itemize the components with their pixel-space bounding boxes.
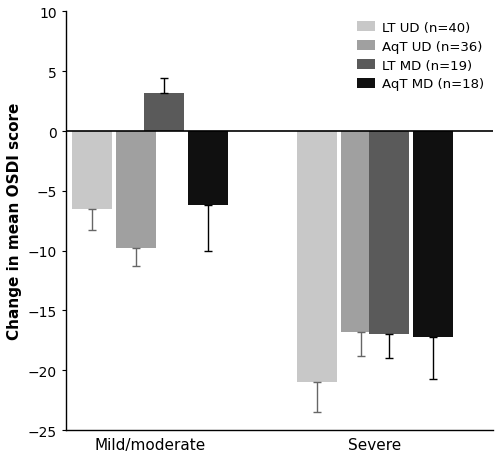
Bar [340, 132, 381, 332]
Bar [144, 94, 184, 132]
Bar [369, 132, 410, 335]
Bar [72, 132, 112, 209]
Bar [412, 132, 453, 337]
Legend: LT UD (n=40), AqT UD (n=36), LT MD (n=19), AqT MD (n=18): LT UD (n=40), AqT UD (n=36), LT MD (n=19… [354, 19, 486, 94]
Bar [116, 132, 156, 249]
Bar [297, 132, 338, 382]
Y-axis label: Change in mean OSDI score: Change in mean OSDI score [7, 103, 22, 340]
Bar [188, 132, 228, 206]
